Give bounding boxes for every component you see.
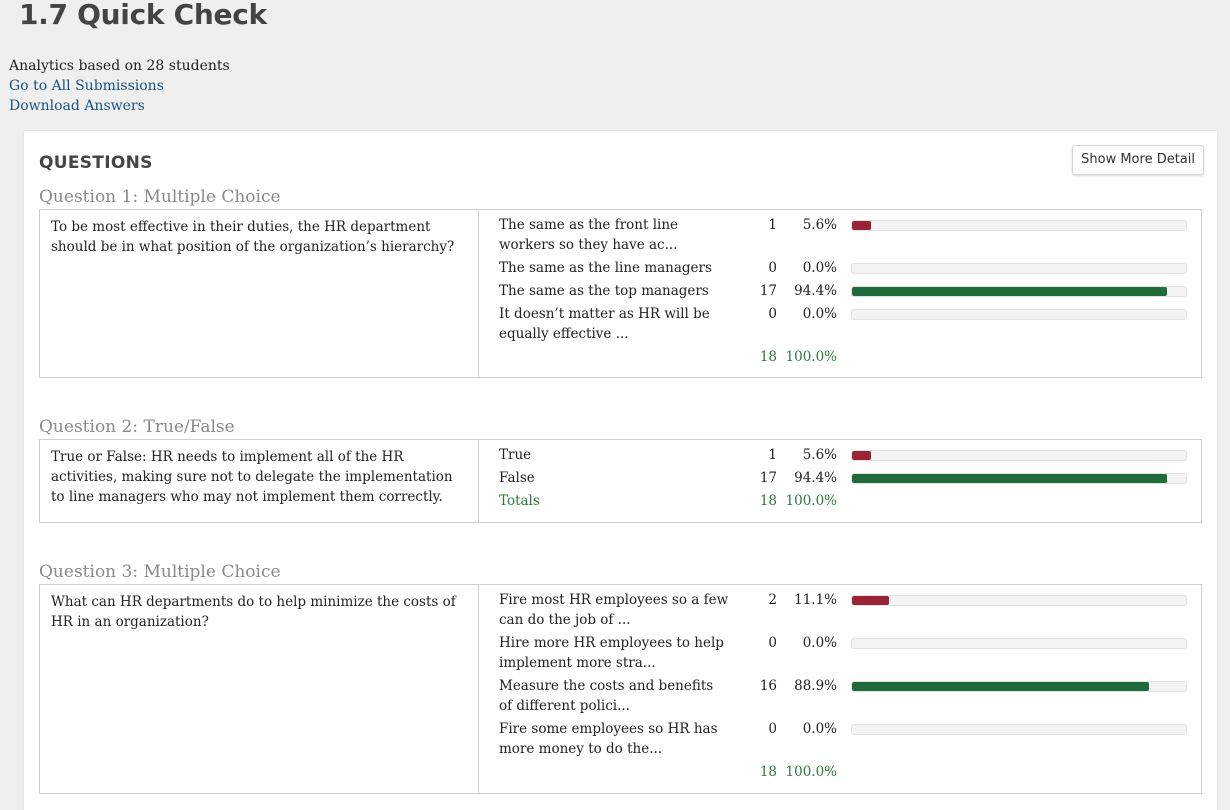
answer-percent: 5.6%: [802, 217, 837, 233]
answer-list: True 1 5.6% False 17 94.4% Totals 18 100…: [479, 440, 1201, 522]
answer-list: Fire most HR employees so a few can do t…: [479, 585, 1201, 793]
answer-bar: [851, 638, 1187, 649]
answer-row: The same as the top managers 17 94.4%: [499, 281, 1187, 301]
question-title: Question 2: True/False: [39, 417, 235, 437]
answer-label: The same as the line managers: [499, 260, 712, 276]
answer-bar: [851, 220, 1187, 231]
answer-count: 17: [759, 470, 777, 486]
answer-percent: 94.4%: [794, 283, 837, 299]
question-text: To be most effective in their duties, th…: [40, 210, 479, 377]
analytics-summary: Analytics based on 28 students: [9, 58, 230, 74]
answer-row: Hire more HR employees to help implement…: [499, 633, 1187, 673]
answer-bar-fill: [852, 287, 1168, 296]
question-3: Question 3: Multiple Choice What can HR …: [39, 561, 1202, 794]
answer-count: 16: [759, 678, 777, 694]
answer-bar-fill: [852, 474, 1168, 483]
analytics-meta: Analytics based on 28 students Go to All…: [9, 56, 230, 116]
answer-bar-fill: [852, 682, 1149, 691]
answer-label: The same as the front line workers so th…: [499, 217, 679, 253]
answer-count: 1: [768, 217, 777, 233]
question-2: Question 2: True/False True or False: HR…: [39, 416, 1202, 523]
question-1: Question 1: Multiple Choice To be most e…: [39, 186, 1202, 378]
question-text: True or False: HR needs to implement all…: [40, 440, 479, 522]
total-row: Totals 18 100.0%: [499, 491, 1187, 511]
answer-bar-fill: [852, 596, 890, 605]
download-answers-link[interactable]: Download Answers: [9, 98, 145, 114]
answer-list: The same as the front line workers so th…: [479, 210, 1201, 377]
answer-bar: [851, 286, 1187, 297]
answer-percent: 0.0%: [802, 635, 837, 651]
answer-row: Measure the costs and benefits of differ…: [499, 676, 1187, 716]
answer-label: Measure the costs and benefits of differ…: [499, 678, 714, 714]
answer-count: 2: [768, 592, 777, 608]
answer-row: True 1 5.6%: [499, 445, 1187, 465]
answer-percent: 0.0%: [802, 306, 837, 322]
total-percent: 100.0%: [785, 349, 837, 365]
answer-bar: [851, 473, 1187, 484]
answer-row: False 17 94.4%: [499, 468, 1187, 488]
answer-percent: 0.0%: [802, 721, 837, 737]
answer-percent: 5.6%: [802, 447, 837, 463]
answer-count: 17: [759, 283, 777, 299]
answer-label: Fire most HR employees so a few can do t…: [499, 592, 729, 628]
answer-count: 0: [768, 260, 777, 276]
answer-bar: [851, 309, 1187, 320]
answer-count: 0: [768, 721, 777, 737]
answer-bar: [851, 595, 1187, 606]
answer-bar: [851, 681, 1187, 692]
question-box: What can HR departments do to help minim…: [39, 584, 1202, 794]
answer-percent: 11.1%: [794, 592, 837, 608]
total-label: Totals: [499, 493, 540, 509]
total-percent: 100.0%: [785, 764, 837, 780]
total-row: 18 100.0%: [499, 762, 1187, 782]
question-box: True or False: HR needs to implement all…: [39, 439, 1202, 523]
answer-percent: 94.4%: [794, 470, 837, 486]
answer-row: Fire some employees so HR has more money…: [499, 719, 1187, 759]
total-count: 18: [759, 349, 777, 365]
total-row: 18 100.0%: [499, 347, 1187, 367]
show-more-detail-button[interactable]: Show More Detail: [1072, 145, 1204, 175]
total-count: 18: [759, 493, 777, 509]
question-title: Question 3: Multiple Choice: [39, 562, 281, 582]
answer-label: It doesn’t matter as HR will be equally …: [499, 306, 710, 342]
questions-panel: QUESTIONS Show More Detail Question 1: M…: [24, 131, 1217, 810]
answer-row: Fire most HR employees so a few can do t…: [499, 590, 1187, 630]
answer-label: False: [499, 470, 535, 486]
question-title: Question 1: Multiple Choice: [39, 187, 281, 207]
answer-label: Hire more HR employees to help implement…: [499, 635, 724, 671]
questions-heading: QUESTIONS: [39, 153, 153, 173]
answer-count: 0: [768, 306, 777, 322]
answer-row: The same as the front line workers so th…: [499, 215, 1187, 255]
answer-bar: [851, 450, 1187, 461]
answer-label: The same as the top managers: [499, 283, 709, 299]
total-count: 18: [759, 764, 777, 780]
answer-label: Fire some employees so HR has more money…: [499, 721, 718, 757]
answer-count: 1: [768, 447, 777, 463]
answer-bar-fill: [852, 451, 871, 460]
answer-bar: [851, 724, 1187, 735]
answer-percent: 88.9%: [794, 678, 837, 694]
answer-bar: [851, 263, 1187, 274]
question-text: What can HR departments do to help minim…: [40, 585, 479, 793]
total-percent: 100.0%: [785, 493, 837, 509]
question-box: To be most effective in their duties, th…: [39, 209, 1202, 378]
answer-row: It doesn’t matter as HR will be equally …: [499, 304, 1187, 344]
all-submissions-link[interactable]: Go to All Submissions: [9, 78, 164, 94]
page-title: 1.7 Quick Check: [19, 0, 267, 31]
answer-label: True: [499, 447, 532, 463]
answer-count: 0: [768, 635, 777, 651]
answer-row: The same as the line managers 0 0.0%: [499, 258, 1187, 278]
answer-bar-fill: [852, 221, 871, 230]
answer-percent: 0.0%: [802, 260, 837, 276]
